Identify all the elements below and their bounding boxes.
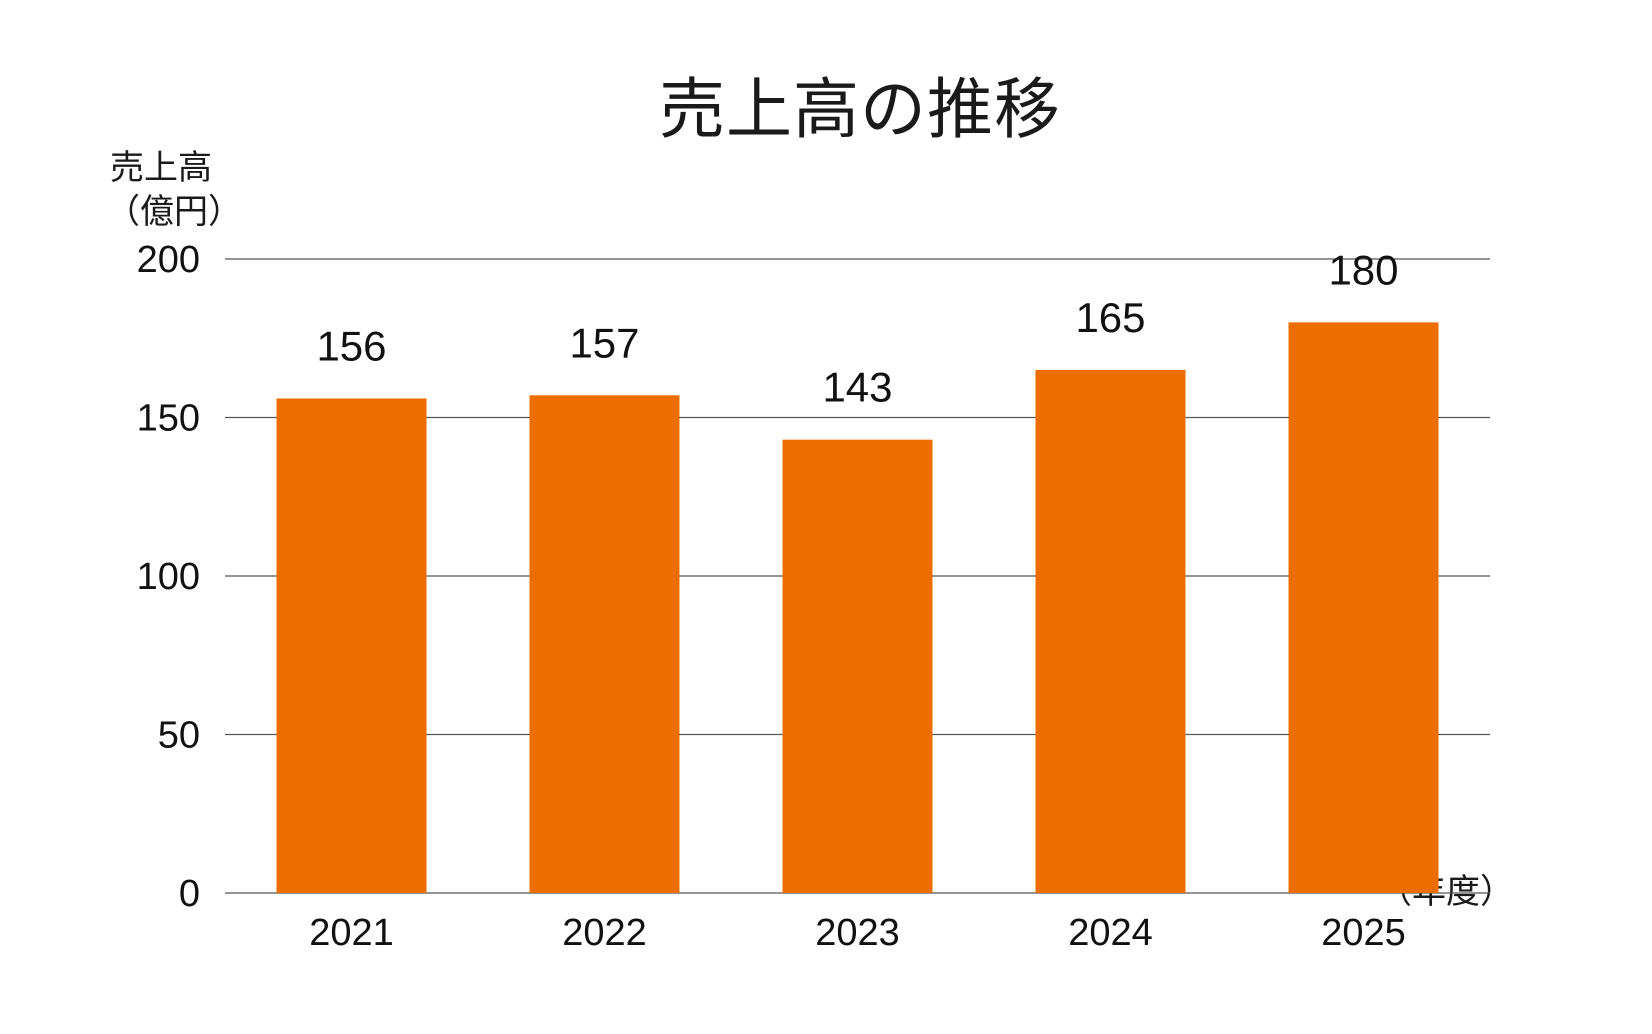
bar-2023 xyxy=(782,439,933,893)
x-axis-ticks: 2021 2022 2023 2024 2025 xyxy=(309,912,1406,954)
data-label: 180 xyxy=(1328,246,1398,293)
y-axis-label-line-2: （億円） xyxy=(106,192,242,232)
x-tick-label: 2021 xyxy=(309,912,394,954)
y-tick-label: 50 xyxy=(158,715,200,757)
bar-2022 xyxy=(529,395,680,893)
data-label: 143 xyxy=(822,364,892,411)
y-axis-ticks: 0 50 100 150 200 xyxy=(137,239,200,915)
bar-2025 xyxy=(1288,322,1439,893)
data-label: 165 xyxy=(1075,294,1145,341)
bar-2024 xyxy=(1035,369,1186,893)
data-labels: 156 157 143 165 180 xyxy=(316,246,1398,410)
chart-title: 売上高の推移 xyxy=(659,71,1061,148)
data-label: 156 xyxy=(316,322,386,369)
bars xyxy=(276,322,1439,893)
y-tick-label: 100 xyxy=(137,556,200,598)
x-tick-label: 2024 xyxy=(1068,912,1153,954)
bar-2021 xyxy=(276,398,427,893)
x-tick-label: 2022 xyxy=(562,912,647,954)
y-tick-label: 0 xyxy=(179,873,200,915)
y-axis-label-line-1: 売上高 xyxy=(110,148,212,188)
x-tick-label: 2025 xyxy=(1321,912,1406,954)
data-label: 157 xyxy=(569,319,639,366)
y-tick-label: 200 xyxy=(137,239,200,281)
x-tick-label: 2023 xyxy=(815,912,900,954)
y-tick-label: 150 xyxy=(137,398,200,440)
